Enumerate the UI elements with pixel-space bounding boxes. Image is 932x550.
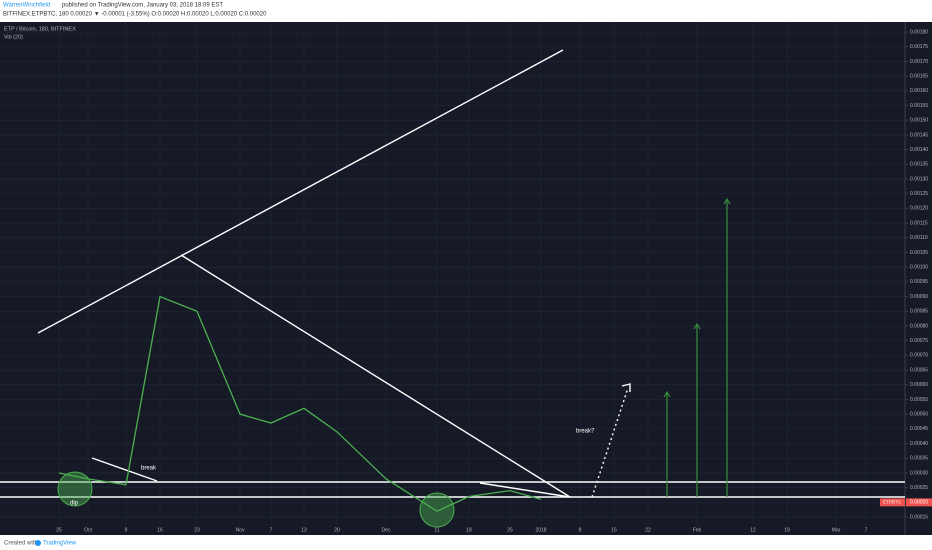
- price-tag-symbol: ETPBTC: [883, 500, 902, 505]
- y-tick-label: 0.00105: [910, 250, 928, 256]
- author[interactable]: WarrenWinchfield: [3, 3, 50, 9]
- arrow-head: [621, 383, 631, 392]
- x-tick-label: 23: [194, 527, 200, 533]
- x-tick-label: 18: [466, 527, 472, 533]
- x-tick-label: Feb: [693, 527, 702, 533]
- grid: [0, 22, 905, 525]
- y-tick-label: 0.00155: [910, 103, 928, 109]
- y-tick-label: 0.00075: [910, 338, 928, 344]
- x-tick-label: Mar: [832, 527, 841, 533]
- x-tick-label: 15: [611, 527, 617, 533]
- footer-bg: [0, 535, 932, 550]
- y-tick-label: 0.00045: [910, 426, 928, 432]
- chart-title: ETP / Bitcoin, 180, BITFINEX: [4, 26, 76, 32]
- y-tick-label: 0.00120: [910, 206, 928, 212]
- price-tag-value-bg: [906, 498, 932, 507]
- x-tick-label: 7: [270, 527, 273, 533]
- published: published on TradingView.com, January 03…: [62, 3, 223, 9]
- y-tick-label: 0.00085: [910, 309, 928, 315]
- y-tick-label: 0.00065: [910, 367, 928, 373]
- logo: [35, 540, 41, 546]
- x-tick-label: 9: [125, 527, 128, 533]
- x-tick-label: Nov: [236, 527, 245, 533]
- y-tick-label: 0.00110: [910, 235, 928, 241]
- dotted-projection: [591, 387, 629, 498]
- price-tag-bg: [880, 498, 905, 507]
- x-tick-label: 2018: [535, 527, 546, 533]
- y-tick-label: 0.00115: [910, 220, 928, 226]
- arrow-head: [663, 390, 671, 398]
- x-tick-label: 12: [750, 527, 756, 533]
- y-tick-label: 0.00080: [910, 323, 928, 329]
- plot-bg: [0, 22, 932, 535]
- arrow-head: [693, 322, 701, 330]
- chart-subtitle: Vol (20): [4, 34, 23, 40]
- symbol-line: BITFINEX:ETPBTC, 180 0.00020 ▼ -0.00001 …: [3, 12, 267, 18]
- highlight-circle: [57, 471, 93, 507]
- y-tick-label: 0.00145: [910, 132, 928, 138]
- y-tick-label: 0.00130: [910, 176, 928, 182]
- trendline: [180, 254, 571, 498]
- y-tick-label: 0.00025: [910, 485, 928, 491]
- trendline: [37, 49, 564, 334]
- y-tick-label: 0.00170: [910, 59, 928, 65]
- y-tick-label: 0.00135: [910, 162, 928, 168]
- y-tick-label: 0.00055: [910, 397, 928, 403]
- y-tick-label: 0.00095: [910, 279, 928, 285]
- price-line: [58, 295, 542, 512]
- x-tick-label: 19: [784, 527, 790, 533]
- y-tick-label: 0.00150: [910, 118, 928, 124]
- y-tick-label: 0.00125: [910, 191, 928, 197]
- y-tick-label: 0.00090: [910, 294, 928, 300]
- y-tick-label: 0.00035: [910, 456, 928, 462]
- y-tick-label: 0.00100: [910, 265, 928, 271]
- y-tick-label: 0.00015: [910, 514, 928, 520]
- y-tick-label: 0.00175: [910, 44, 928, 50]
- footer-brand[interactable]: TradingView: [43, 541, 77, 547]
- y-tick-label: 0.00070: [910, 353, 928, 359]
- y-tick-label: 0.00050: [910, 412, 928, 418]
- annotation: break: [141, 466, 157, 472]
- x-tick-label: 13: [301, 527, 307, 533]
- annotation: dip: [70, 501, 79, 507]
- y-tick-label: 0.00160: [910, 88, 928, 94]
- x-tick-label: 8: [579, 527, 582, 533]
- y-tick-label: 0.00060: [910, 382, 928, 388]
- x-tick-label: 20: [334, 527, 340, 533]
- x-tick-label: 16: [157, 527, 163, 533]
- price-tag-label: 0.00020: [910, 500, 928, 506]
- x-tick-label: 25: [56, 527, 62, 533]
- x-tick-label: Dec: [382, 527, 391, 533]
- trendline: [91, 457, 158, 482]
- x-tick-label: 11: [434, 527, 439, 533]
- header-bg: [0, 0, 932, 22]
- y-tick-label: 0.00030: [910, 470, 928, 476]
- trendlines: [0, 49, 905, 498]
- target-arrows: [663, 197, 731, 497]
- y-tick-label: 0.00165: [910, 73, 928, 79]
- y-tick-label: 0.00040: [910, 441, 928, 447]
- x-tick-label: 25: [507, 527, 513, 533]
- trendline: [479, 482, 571, 498]
- y-tick-label: 0.00180: [910, 29, 928, 35]
- footer-text: Created with: [4, 541, 38, 547]
- highlight-circle: [419, 492, 455, 528]
- arrow-head: [723, 197, 731, 205]
- x-tick-label: 22: [645, 527, 651, 533]
- x-tick-label: 7: [865, 527, 868, 533]
- y-tick-label: 0.00140: [910, 147, 928, 153]
- x-tick-label: Oct: [84, 527, 92, 533]
- annotation: break?: [576, 429, 595, 435]
